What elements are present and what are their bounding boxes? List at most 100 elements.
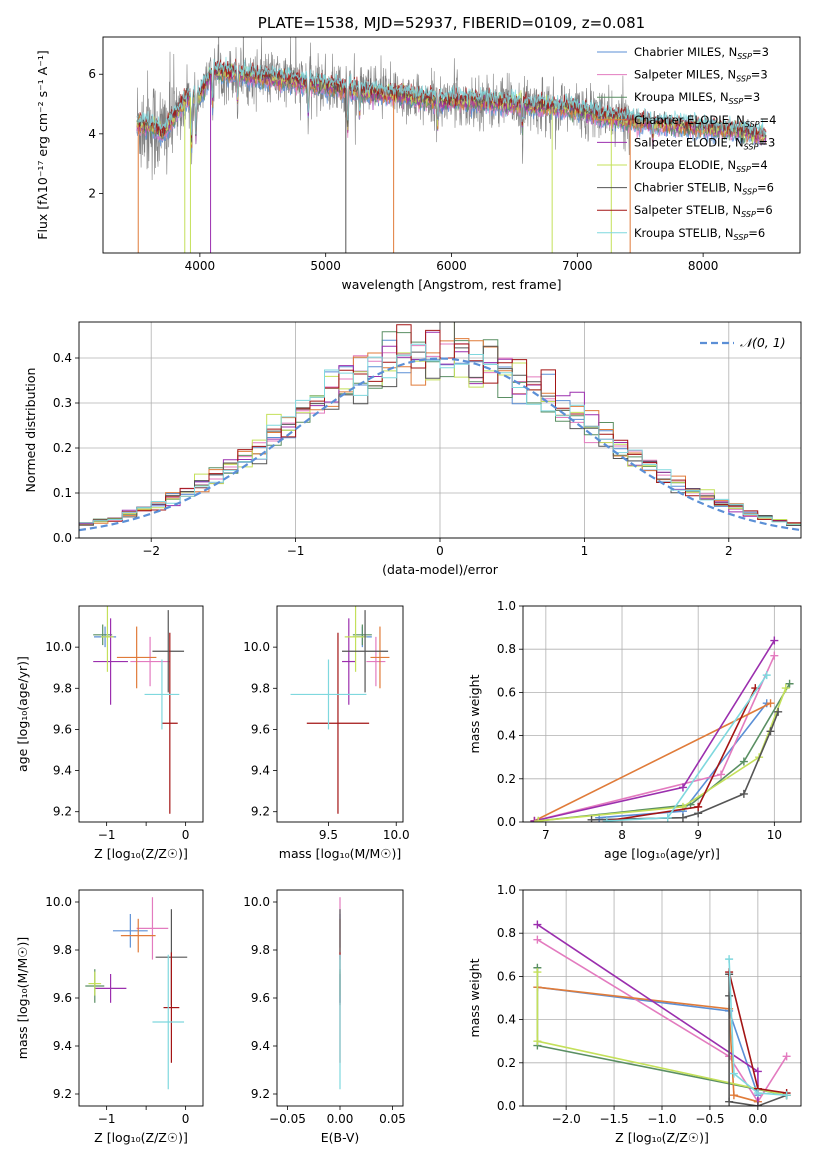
legend-entry: 𝒩(0, 1): [740, 335, 786, 350]
x-axis-label: mass [log₁₀(M/M☉)]: [279, 846, 401, 861]
y-tick-label: 9.2: [251, 1087, 270, 1101]
histogram-step: [79, 322, 801, 538]
y-tick-label: 9.6: [53, 722, 72, 736]
axes-frame: [78, 321, 802, 539]
weight-marker: [729, 1091, 738, 1100]
legend-entry: Kroupa ELODIE, NSSP=4: [634, 158, 768, 174]
y-tick-label: 0.8: [497, 642, 516, 656]
y-tick-label: 10.0: [45, 640, 72, 654]
y-tick-label: 9.6: [251, 991, 270, 1005]
weight-marker: [725, 991, 734, 1000]
x-tick-label: 0: [182, 828, 190, 842]
axes-frame: [78, 889, 204, 1107]
x-tick-label: 5000: [310, 259, 341, 273]
x-axis-label: E(B-V): [321, 1130, 360, 1145]
y-tick-label: 9.4: [53, 764, 72, 778]
gaussian-curve: [79, 357, 801, 532]
weight-marker: [729, 1069, 738, 1078]
x-tick-label: −1: [287, 544, 305, 558]
legend-sub: SSP: [742, 188, 757, 197]
weight-marker: [678, 813, 687, 822]
legend-sub: SSP: [741, 210, 756, 219]
x-tick-label: 7000: [562, 259, 593, 273]
y-tick-label: 9.8: [53, 943, 72, 957]
x-tick-label: 0: [182, 1112, 190, 1126]
weight-marker: [753, 1089, 762, 1098]
y-tick-label: 0.6: [497, 685, 516, 699]
y-tick-label: 1.0: [497, 599, 516, 613]
legend-entry: Chabrier MILES, NSSP=3: [634, 45, 769, 61]
x-tick-label: 10: [767, 828, 782, 842]
y-tick-label: 1.0: [497, 883, 516, 897]
legend-entry: Salpeter STELIB, NSSP=6: [634, 203, 773, 219]
weight-marker: [587, 815, 596, 822]
y-tick-label: 2: [88, 186, 96, 200]
x-tick-label: 0: [436, 544, 444, 558]
weight-marker: [694, 802, 703, 811]
x-tick-label: −1: [98, 828, 116, 842]
legend-sub: SSP: [734, 233, 749, 242]
legend-sub: SSP: [736, 165, 751, 174]
weight-line: [534, 702, 771, 822]
legend-sub: SSP: [736, 75, 751, 84]
y-tick-label: 0.8: [497, 926, 516, 940]
weight-line: [538, 687, 787, 822]
weight-line: [534, 640, 775, 822]
y-axis-label: age [log₁₀(age/yr)]: [15, 656, 30, 772]
y-axis-label: Flux [fλ10⁻¹⁷ erg cm⁻² s⁻¹ A⁻¹]: [35, 50, 50, 239]
weight-marker: [533, 920, 542, 929]
legend-entry: Kroupa MILES, NSSP=3: [634, 90, 760, 106]
y-tick-label: 0.1: [53, 486, 72, 500]
y-tick-label: 0.2: [53, 441, 72, 455]
legend-tail: =6: [756, 203, 773, 217]
legend-tail: =3: [752, 45, 769, 59]
weight-line: [536, 923, 759, 1106]
x-tick-label: 0.05: [379, 1112, 406, 1126]
legend-base: Chabrier MILES, N: [634, 45, 737, 59]
weight-marker: [678, 783, 687, 792]
weight-marker: [781, 684, 790, 693]
x-axis-label: Z [log₁₀(Z/Z☉)]: [94, 1130, 188, 1145]
x-tick-label: 1: [581, 544, 589, 558]
weight-marker: [782, 1091, 791, 1100]
y-tick-label: 0.0: [53, 531, 72, 545]
x-tick-label: 2: [725, 544, 733, 558]
legend-tail: =3: [743, 90, 760, 104]
legend-base: Chabrier STELIB, N: [634, 181, 742, 195]
weight-marker: [663, 813, 672, 822]
legend-tail: =4: [760, 113, 777, 127]
weight-marker: [770, 636, 779, 645]
x-axis-label: age [log₁₀(age/yr)]: [604, 846, 720, 861]
x-tick-label: 8000: [688, 259, 719, 273]
x-tick-label: −2.0: [552, 1112, 581, 1126]
weight-marker: [782, 1052, 791, 1061]
weight-marker: [602, 816, 611, 822]
legend-entry: Kroupa STELIB, NSSP=6: [634, 226, 765, 242]
weight-marker: [770, 651, 779, 660]
x-tick-label: 4000: [185, 259, 216, 273]
y-axis-label: Normed distribution: [23, 368, 38, 493]
y-tick-label: 10.0: [243, 895, 270, 909]
legend-entry: Chabrier STELIB, NSSP=6: [634, 181, 774, 197]
weight_vs_age-lines: [530, 636, 794, 822]
x-axis-label: Z [log₁₀(Z/Z☉)]: [94, 846, 188, 861]
x-tick-label: 8: [618, 828, 626, 842]
y-tick-label: 9.6: [53, 991, 72, 1005]
x-tick-label: 9: [694, 828, 702, 842]
weight-line: [728, 959, 787, 1096]
y-tick-label: 0.2: [497, 772, 516, 786]
x-tick-label: 6000: [436, 259, 467, 273]
y-tick-label: 6: [88, 67, 96, 81]
age_vs_mass-errorbars: [290, 606, 390, 814]
legend-tail: =4: [751, 158, 768, 172]
weight-marker: [739, 757, 748, 766]
y-tick-label: 0.4: [497, 1013, 516, 1027]
weight-marker: [725, 1097, 734, 1106]
weight-marker: [785, 679, 794, 688]
y-tick-label: 9.4: [251, 764, 270, 778]
y-tick-label: 0.3: [53, 396, 72, 410]
weight-marker: [753, 1067, 762, 1076]
age_vs_Z-errorbars: [93, 606, 185, 814]
weight_vs_Z-axes: −2.0 −1.5 −1.0 −0.5 0.0 0.0 0.2 0.4 0.6 0.8 1.0 Z […: [467, 883, 801, 1145]
